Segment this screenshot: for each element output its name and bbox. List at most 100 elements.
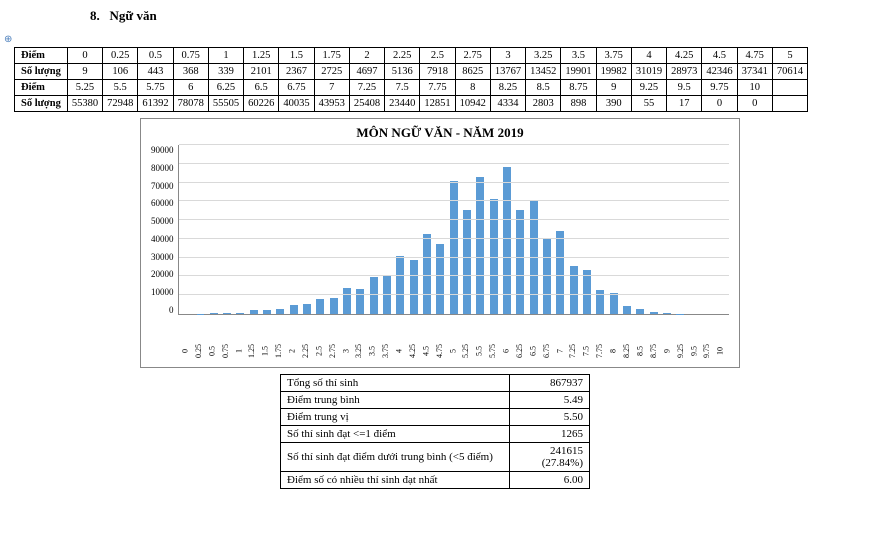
bar — [556, 231, 564, 314]
bar-slot — [460, 145, 473, 314]
y-tick-label: 60000 — [151, 198, 174, 208]
grid-line — [179, 163, 730, 164]
table-cell: 3.5 — [561, 48, 596, 64]
table-cell: 9 — [596, 80, 631, 96]
table-cell: 2725 — [314, 64, 349, 80]
bar-slot — [287, 145, 300, 314]
section-heading: 8. Ngữ văn — [0, 8, 872, 24]
table-row-header: Điểm — [15, 80, 68, 96]
bar — [636, 309, 644, 314]
chart-bars — [179, 145, 730, 314]
grid-line — [179, 144, 730, 145]
table-cell: 4.5 — [702, 48, 737, 64]
chart-plot — [178, 145, 730, 315]
bar-slot — [674, 145, 687, 314]
table-cell: 28973 — [667, 64, 702, 80]
table-cell: 55380 — [67, 96, 102, 112]
anchor-icon: ⊕ — [0, 34, 872, 45]
bar-slot — [687, 145, 700, 314]
bar — [663, 313, 671, 314]
grid-line — [179, 200, 730, 201]
table-cell: 72948 — [103, 96, 138, 112]
table-row-header: Số lượng — [15, 64, 68, 80]
bar-slot — [634, 145, 647, 314]
grid-line — [179, 294, 730, 295]
table-cell: 368 — [173, 64, 208, 80]
bar — [330, 298, 338, 314]
bar-slot — [367, 145, 380, 314]
table-cell: 10 — [737, 80, 772, 96]
table-cell: 3.75 — [596, 48, 631, 64]
table-row-header: Điểm — [15, 48, 68, 64]
table-cell: 0 — [67, 48, 102, 64]
summary-table: Tổng số thí sinh867937Điểm trung bình5.4… — [280, 374, 590, 489]
bar-slot — [487, 145, 500, 314]
table-cell: 43953 — [314, 96, 349, 112]
bar-slot — [447, 145, 460, 314]
table-cell: 7.5 — [385, 80, 420, 96]
table-cell: 0 — [702, 96, 737, 112]
bar-slot — [594, 145, 607, 314]
grid-line — [179, 257, 730, 258]
grid-line — [179, 182, 730, 183]
bar — [370, 277, 378, 314]
y-tick-label: 50000 — [151, 216, 174, 226]
score-table: Điểm00.250.50.7511.251.51.7522.252.52.75… — [14, 47, 808, 112]
table-cell — [772, 80, 807, 96]
bar — [570, 266, 578, 314]
bar — [290, 305, 298, 314]
table-cell: 6.75 — [279, 80, 314, 96]
table-cell — [772, 96, 807, 112]
bar-slot — [474, 145, 487, 314]
table-cell: 2.25 — [385, 48, 420, 64]
table-cell: 61392 — [138, 96, 173, 112]
table-cell: 60226 — [244, 96, 279, 112]
table-cell: 6.25 — [208, 80, 243, 96]
bar — [583, 270, 591, 314]
bar-slot — [580, 145, 593, 314]
chart-x-axis: 00.250.50.7511.251.51.7522.252.52.7533.2… — [177, 335, 729, 365]
table-cell: 9.5 — [667, 80, 702, 96]
table-cell: 0.25 — [103, 48, 138, 64]
table-cell: 4.25 — [667, 48, 702, 64]
summary-label: Điểm trung vị — [281, 409, 510, 426]
bar-slot — [300, 145, 313, 314]
table-cell: 40035 — [279, 96, 314, 112]
section-title-text: Ngữ văn — [110, 8, 157, 23]
table-cell: 5.5 — [103, 80, 138, 96]
y-tick-label: 80000 — [151, 163, 174, 173]
bar-slot — [207, 145, 220, 314]
table-cell: 2 — [349, 48, 384, 64]
summary-value: 1265 — [510, 426, 590, 443]
bar — [276, 309, 284, 314]
table-cell: 3.25 — [526, 48, 561, 64]
y-tick-label: 90000 — [151, 145, 174, 155]
table-cell: 42346 — [702, 64, 737, 80]
table-cell: 4334 — [490, 96, 525, 112]
bar-slot — [380, 145, 393, 314]
table-cell: 4697 — [349, 64, 384, 80]
table-cell: 1 — [208, 48, 243, 64]
bar-slot — [434, 145, 447, 314]
table-cell: 8 — [455, 80, 490, 96]
summary-value: 6.00 — [510, 472, 590, 489]
bar-slot — [340, 145, 353, 314]
bar-slot — [327, 145, 340, 314]
table-cell: 339 — [208, 64, 243, 80]
table-cell: 2101 — [244, 64, 279, 80]
table-cell: 5136 — [385, 64, 420, 80]
table-cell: 8.25 — [490, 80, 525, 96]
bar — [423, 234, 431, 314]
table-cell: 31019 — [631, 64, 666, 80]
bar-slot — [540, 145, 553, 314]
table-cell: 0 — [737, 96, 772, 112]
bar — [223, 313, 231, 314]
table-cell: 70614 — [772, 64, 807, 80]
table-cell: 7 — [314, 80, 349, 96]
table-cell: 6 — [173, 80, 208, 96]
table-cell: 5 — [772, 48, 807, 64]
table-cell: 8625 — [455, 64, 490, 80]
bar — [503, 167, 511, 314]
summary-value: 5.50 — [510, 409, 590, 426]
table-cell: 13452 — [526, 64, 561, 80]
